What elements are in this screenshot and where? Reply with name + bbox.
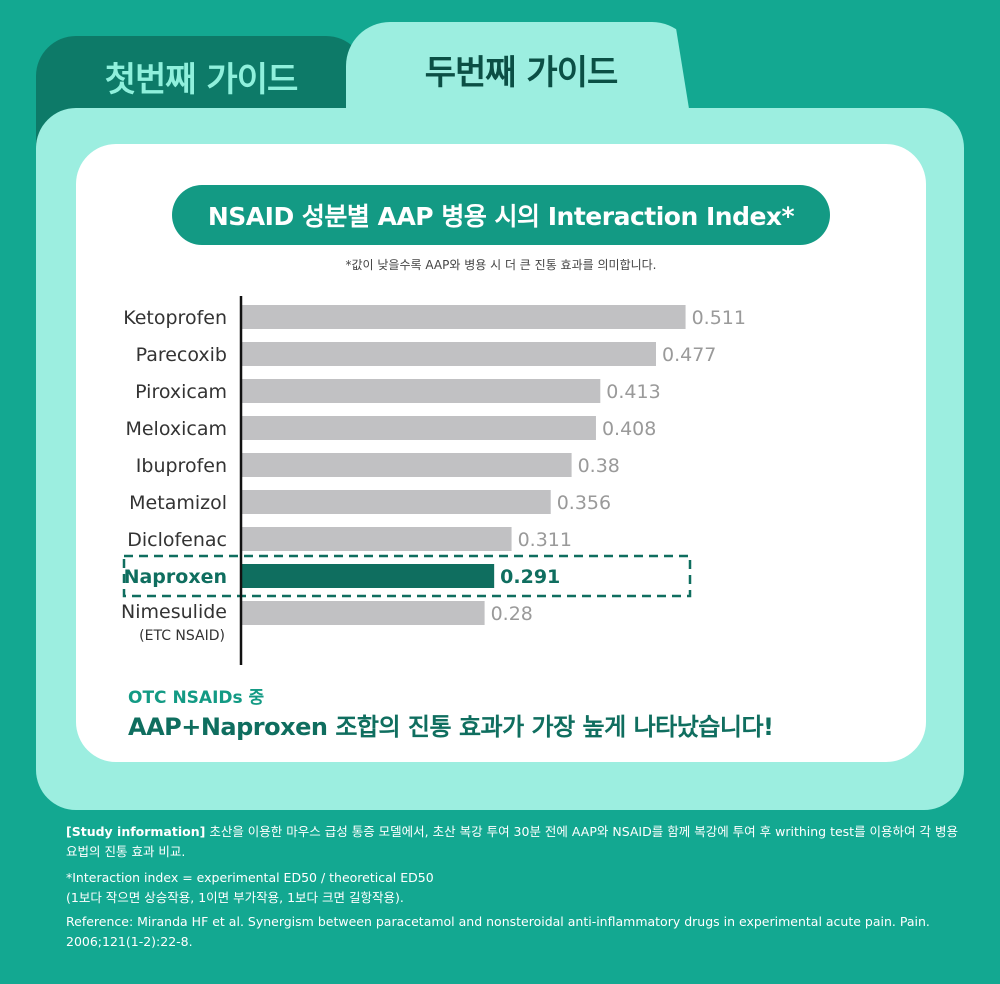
study-text: 초산을 이용한 마우스 급성 통증 모델에서, 초산 복강 투여 30분 전에 …: [66, 824, 959, 859]
bar-meloxicam: [241, 416, 596, 440]
reference: Reference: Miranda HF et al. Synergism b…: [66, 914, 930, 949]
bar-ibuprofen: [241, 453, 572, 477]
category-label-naproxen: Naproxen: [124, 566, 227, 588]
category-label-ketoprofen: Ketoprofen: [123, 307, 227, 329]
value-label-piroxicam: 0.413: [606, 381, 660, 403]
interaction-definition: *Interaction index = experimental ED50 /…: [66, 870, 434, 885]
chart-title: NSAID 성분별 AAP 병용 시의 Interaction Index*: [172, 185, 830, 245]
category-label-ibuprofen: Ibuprofen: [136, 455, 227, 477]
category-label-meloxicam: Meloxicam: [125, 418, 227, 440]
bar-diclofenac: [241, 527, 512, 551]
value-label-nimesulide: 0.28: [491, 603, 533, 625]
conclusion-line1: OTC NSAIDs 중: [128, 688, 265, 708]
bar-metamizol: [241, 490, 551, 514]
value-label-naproxen: 0.291: [500, 566, 560, 588]
value-label-ketoprofen: 0.511: [692, 307, 746, 329]
chart-subnote: *값이 낮을수록 AAP와 병용 시 더 큰 진통 효과를 의미합니다.: [345, 258, 657, 272]
bar-naproxen: [241, 564, 495, 588]
category-note: (ETC NSAID): [139, 628, 225, 644]
study-information: [Study information] 초산을 이용한 마우스 급성 통증 모델…: [66, 822, 966, 862]
value-label-parecoxib: 0.477: [662, 344, 716, 366]
category-label-parecoxib: Parecoxib: [136, 344, 227, 366]
category-label-nimesulide: Nimesulide: [121, 601, 227, 623]
category-label-diclofenac: Diclofenac: [127, 529, 227, 551]
bar-ketoprofen: [241, 305, 686, 329]
category-label-piroxicam: Piroxicam: [135, 381, 227, 403]
category-label-metamizol: Metamizol: [129, 492, 227, 514]
value-label-ibuprofen: 0.38: [578, 455, 620, 477]
conclusion-line2: AAP+Naproxen 조합의 진통 효과가 가장 높게 나타났습니다!: [128, 713, 774, 741]
highlight-box: [122, 554, 692, 598]
bar-piroxicam: [241, 379, 601, 403]
study-label: [Study information]: [66, 824, 206, 839]
bar-nimesulide: [241, 601, 485, 625]
interaction-note: (1보다 작으면 상승작용, 1이면 부가작용, 1보다 크면 길항작용).: [66, 890, 404, 905]
value-label-metamizol: 0.356: [557, 492, 611, 514]
value-label-meloxicam: 0.408: [602, 418, 656, 440]
bar-parecoxib: [241, 342, 656, 366]
value-label-diclofenac: 0.311: [518, 529, 572, 551]
